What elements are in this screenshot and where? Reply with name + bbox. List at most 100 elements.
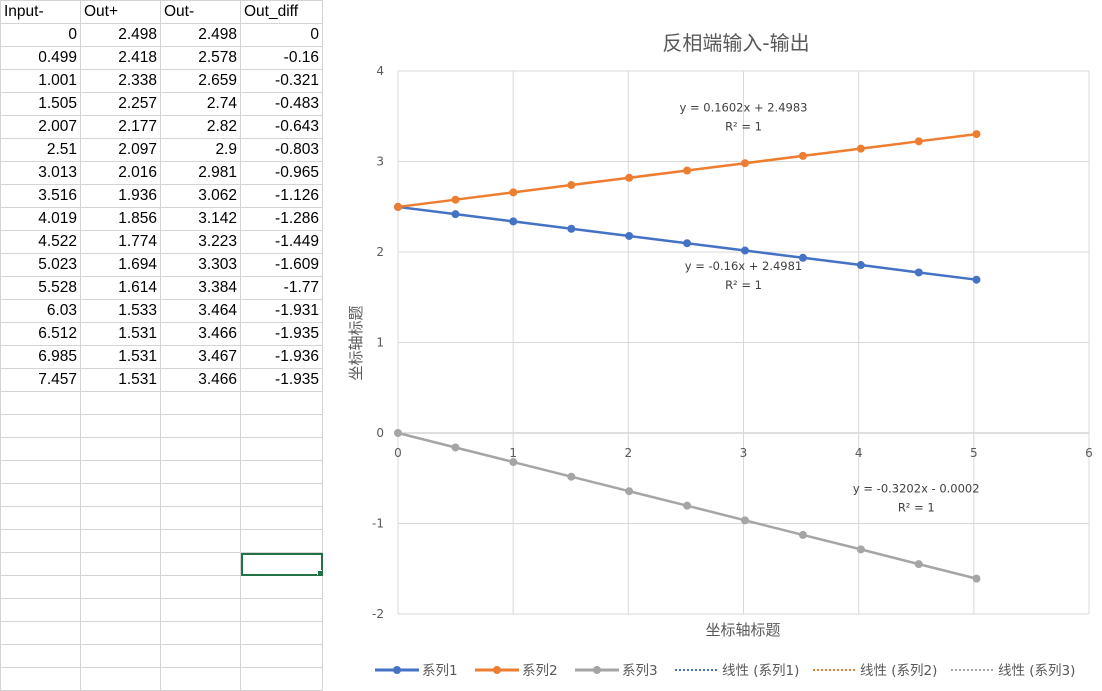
- empty-cell[interactable]: [160, 437, 241, 461]
- empty-cell[interactable]: [0, 621, 81, 645]
- empty-cell[interactable]: [0, 552, 81, 576]
- empty-cell[interactable]: [240, 598, 323, 622]
- data-cell[interactable]: 3.516: [0, 184, 81, 208]
- empty-cell[interactable]: [240, 506, 323, 530]
- empty-cell[interactable]: [0, 644, 81, 668]
- data-cell[interactable]: -1.286: [240, 207, 323, 231]
- data-cell[interactable]: 0: [240, 23, 323, 47]
- data-cell[interactable]: 2.177: [80, 115, 161, 139]
- empty-cell[interactable]: [240, 575, 323, 599]
- empty-cell[interactable]: [80, 552, 161, 576]
- empty-cell[interactable]: [80, 667, 161, 691]
- empty-cell[interactable]: [0, 506, 81, 530]
- data-cell[interactable]: -1.935: [240, 368, 323, 392]
- data-cell[interactable]: 1.774: [80, 230, 161, 254]
- empty-cell[interactable]: [240, 414, 323, 438]
- empty-cell[interactable]: [0, 598, 81, 622]
- header-cell[interactable]: Out_diff: [240, 0, 323, 24]
- empty-cell[interactable]: [80, 506, 161, 530]
- empty-cell[interactable]: [160, 460, 241, 484]
- chart-legend[interactable]: 系列1 系列2 系列3 线性 (系列1) 线性 (系列2) 线性 (系列3): [375, 663, 1075, 679]
- empty-cell[interactable]: [0, 414, 81, 438]
- data-cell[interactable]: 1.694: [80, 253, 161, 277]
- empty-cell[interactable]: [240, 644, 323, 668]
- data-cell[interactable]: 4.019: [0, 207, 81, 231]
- empty-cell[interactable]: [0, 437, 81, 461]
- empty-cell[interactable]: [80, 575, 161, 599]
- empty-cell[interactable]: [160, 598, 241, 622]
- empty-cell[interactable]: [160, 483, 241, 507]
- data-cell[interactable]: -1.126: [240, 184, 323, 208]
- empty-cell[interactable]: [80, 460, 161, 484]
- data-cell[interactable]: 2.498: [160, 23, 241, 47]
- data-cell[interactable]: 7.457: [0, 368, 81, 392]
- empty-cell[interactable]: [240, 437, 323, 461]
- legend-item[interactable]: 线性 (系列1): [675, 663, 799, 679]
- data-cell[interactable]: 2.82: [160, 115, 241, 139]
- data-cell[interactable]: 6.985: [0, 345, 81, 369]
- data-cell[interactable]: 3.223: [160, 230, 241, 254]
- data-cell[interactable]: 6.03: [0, 299, 81, 323]
- empty-cell[interactable]: [0, 575, 81, 599]
- data-cell[interactable]: -1.931: [240, 299, 323, 323]
- data-cell[interactable]: 2.51: [0, 138, 81, 162]
- data-cell[interactable]: -1.609: [240, 253, 323, 277]
- empty-cell[interactable]: [160, 529, 241, 553]
- data-cell[interactable]: 6.512: [0, 322, 81, 346]
- y-axis-title[interactable]: 坐标轴标题: [347, 305, 365, 380]
- chart-title[interactable]: 反相端输入-输出: [662, 31, 809, 55]
- data-cell[interactable]: -0.965: [240, 161, 323, 185]
- empty-cell[interactable]: [240, 483, 323, 507]
- empty-cell[interactable]: [240, 460, 323, 484]
- data-cell[interactable]: 2.338: [80, 69, 161, 93]
- data-cell[interactable]: 1.531: [80, 368, 161, 392]
- data-cell[interactable]: 3.464: [160, 299, 241, 323]
- data-cell[interactable]: 2.097: [80, 138, 161, 162]
- empty-cell[interactable]: [160, 575, 241, 599]
- chart-series[interactable]: [394, 130, 981, 583]
- data-cell[interactable]: -1.449: [240, 230, 323, 254]
- data-cell[interactable]: 3.062: [160, 184, 241, 208]
- chart-area[interactable]: 反相端输入-输出 -2 -1 0 1 2 3 4 0 1 2 3 4 5 6 y = -0.16x + …: [323, 0, 1102, 691]
- data-cell[interactable]: 2.9: [160, 138, 241, 162]
- header-cell[interactable]: Out+: [80, 0, 161, 24]
- data-cell[interactable]: 3.384: [160, 276, 241, 300]
- data-cell[interactable]: -0.643: [240, 115, 323, 139]
- data-cell[interactable]: -0.803: [240, 138, 323, 162]
- data-cell[interactable]: 3.467: [160, 345, 241, 369]
- legend-item[interactable]: 系列2: [475, 663, 558, 679]
- data-cell[interactable]: 1.505: [0, 92, 81, 116]
- empty-cell[interactable]: [160, 414, 241, 438]
- empty-cell[interactable]: [80, 437, 161, 461]
- header-cell[interactable]: Input-: [0, 0, 81, 24]
- data-cell[interactable]: 3.013: [0, 161, 81, 185]
- data-cell[interactable]: 2.498: [80, 23, 161, 47]
- data-cell[interactable]: 0: [0, 23, 81, 47]
- data-cell[interactable]: 1.936: [80, 184, 161, 208]
- empty-cell[interactable]: [160, 644, 241, 668]
- empty-cell[interactable]: [80, 598, 161, 622]
- data-cell[interactable]: 3.466: [160, 368, 241, 392]
- data-cell[interactable]: 1.531: [80, 345, 161, 369]
- empty-cell[interactable]: [160, 621, 241, 645]
- empty-cell[interactable]: [80, 644, 161, 668]
- data-cell[interactable]: 4.522: [0, 230, 81, 254]
- data-cell[interactable]: 2.74: [160, 92, 241, 116]
- empty-cell[interactable]: [80, 621, 161, 645]
- empty-cell[interactable]: [160, 667, 241, 691]
- data-cell[interactable]: 2.981: [160, 161, 241, 185]
- empty-cell[interactable]: [0, 483, 81, 507]
- legend-item[interactable]: 系列1: [375, 663, 458, 679]
- data-cell[interactable]: 5.023: [0, 253, 81, 277]
- data-cell[interactable]: 0.499: [0, 46, 81, 70]
- data-cell[interactable]: 1.533: [80, 299, 161, 323]
- scatter-chart[interactable]: 反相端输入-输出 -2 -1 0 1 2 3 4 0 1 2 3 4 5 6 y = -0.16x + …: [323, 0, 1102, 691]
- empty-cell[interactable]: [160, 391, 241, 415]
- x-axis-title[interactable]: 坐标轴标题: [705, 621, 780, 639]
- data-cell[interactable]: 1.001: [0, 69, 81, 93]
- data-cell[interactable]: -0.321: [240, 69, 323, 93]
- data-cell[interactable]: -0.16: [240, 46, 323, 70]
- header-cell[interactable]: Out-: [160, 0, 241, 24]
- empty-cell[interactable]: [0, 529, 81, 553]
- data-cell[interactable]: 1.531: [80, 322, 161, 346]
